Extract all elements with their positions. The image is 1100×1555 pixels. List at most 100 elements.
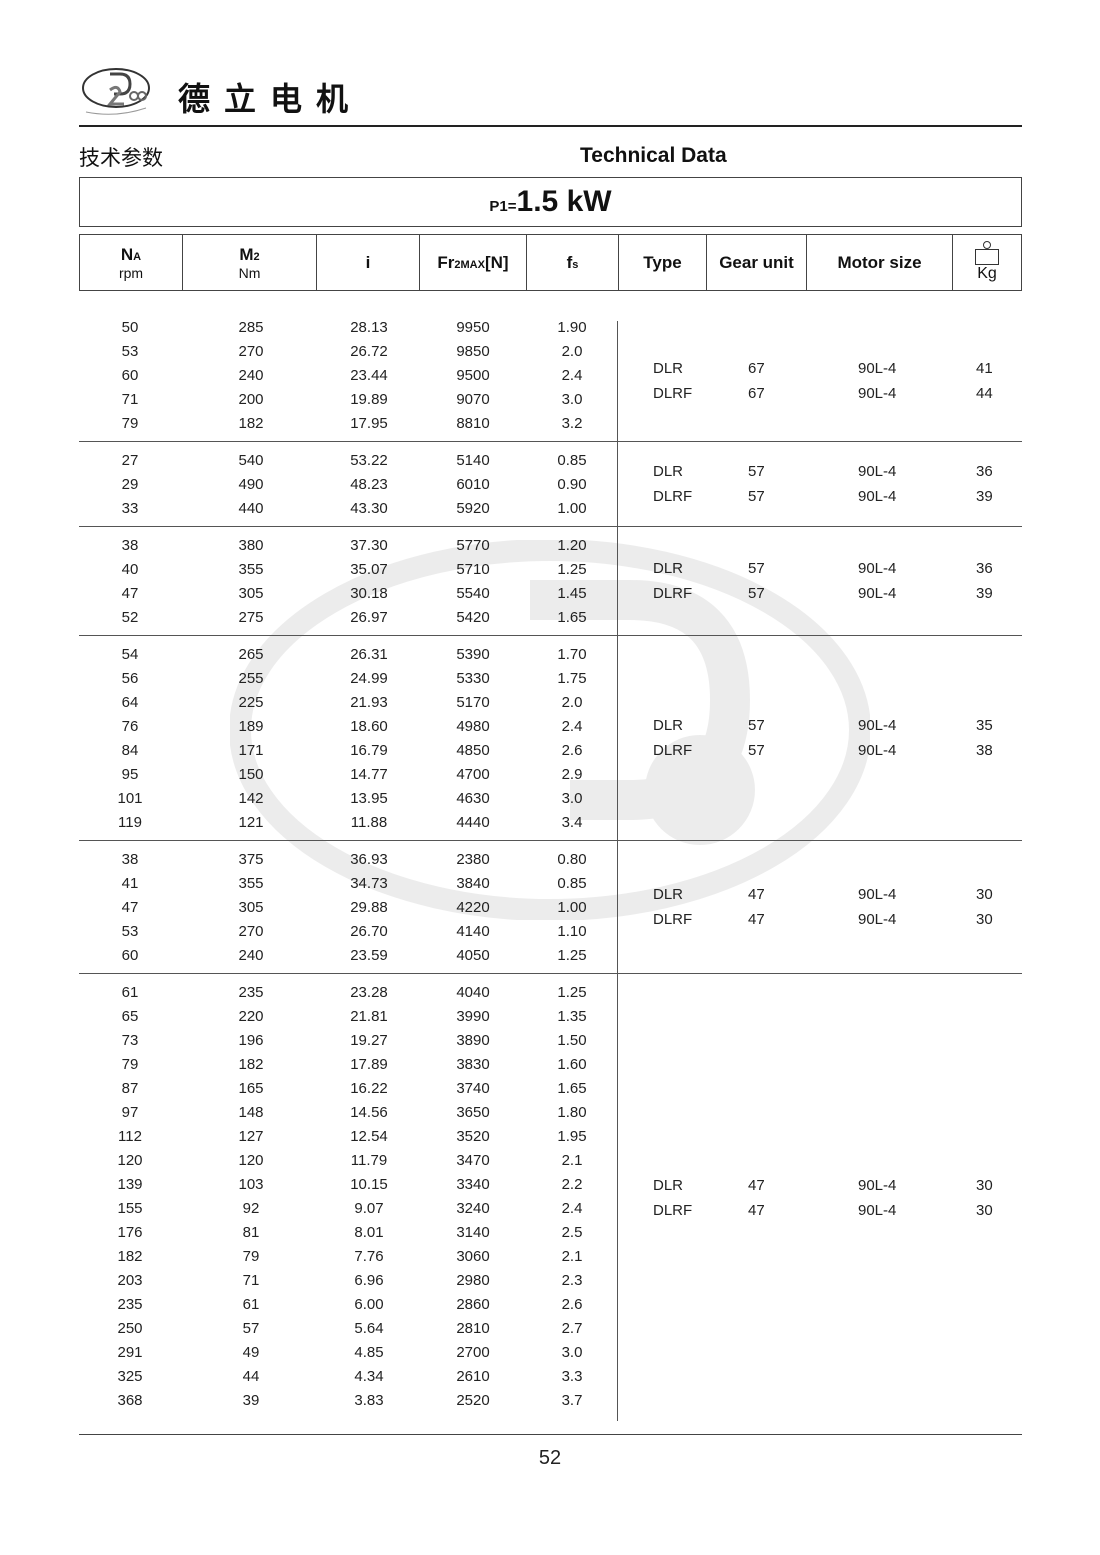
cell-torque: 200 [238, 391, 264, 408]
cell-ratio: 13.95 [350, 790, 388, 807]
table-row: 65 220 21.81 3990 1.35 [79, 1005, 1022, 1029]
cell-gear-unit: 57 [748, 560, 765, 577]
cell-ratio: 5.64 [354, 1320, 384, 1337]
table-row: 155 92 9.07 3240 2.4 [79, 1197, 1022, 1221]
cell-ratio: 37.30 [350, 537, 388, 554]
cell-type: DLR [653, 463, 684, 480]
cell-radial-load: 9070 [456, 391, 490, 408]
cell-service-factor: 2.6 [561, 742, 583, 759]
cell-ratio: 6.00 [354, 1296, 384, 1313]
cell-speed: 203 [117, 1272, 143, 1289]
table-row: 120 120 11.79 3470 2.1 [79, 1149, 1022, 1173]
cell-radial-load: 9950 [456, 319, 490, 336]
cell-radial-load: 3740 [456, 1080, 490, 1097]
cell-torque: 92 [242, 1200, 260, 1217]
table-row: 76 189 18.60 4980 2.4 [79, 715, 1022, 739]
cell-service-factor: 1.95 [557, 1128, 587, 1145]
col-motor-size: Motor size [807, 235, 953, 290]
table-row: 52 275 26.97 5420 1.65 [79, 606, 1022, 630]
model-row: DLRF 57 90L-4 39 [618, 581, 1023, 606]
cell-service-factor: 1.75 [557, 670, 587, 687]
cell-torque: 240 [238, 947, 264, 964]
cell-speed: 95 [121, 766, 139, 783]
col-weight: Kg [953, 235, 1021, 290]
cell-torque: 275 [238, 609, 264, 626]
cell-service-factor: 2.7 [561, 1320, 583, 1337]
cell-speed: 47 [121, 899, 139, 916]
model-row: DLR 57 90L-4 35 [618, 713, 1023, 738]
cell-radial-load: 3520 [456, 1128, 490, 1145]
cell-speed: 54 [121, 646, 139, 663]
table-row: 41 355 34.73 3840 0.85 [79, 872, 1022, 896]
cell-speed: 64 [121, 694, 139, 711]
table-row: 64 225 21.93 5170 2.0 [79, 691, 1022, 715]
cell-service-factor: 1.25 [557, 561, 587, 578]
cell-torque: 285 [238, 319, 264, 336]
cell-weight: 38 [976, 742, 993, 759]
cell-speed: 368 [117, 1392, 143, 1409]
cell-ratio: 26.70 [350, 923, 388, 940]
cell-service-factor: 3.2 [561, 415, 583, 432]
cell-speed: 50 [121, 319, 139, 336]
cell-ratio: 11.88 [350, 814, 388, 831]
footer-divider [79, 1434, 1022, 1435]
cell-motor-size: 90L-4 [858, 742, 897, 759]
cell-torque: 355 [238, 561, 264, 578]
table-body: 50 285 28.13 9950 1.90 53 270 26.72 9850 2.0 60 240… [79, 290, 1023, 1421]
cell-radial-load: 3240 [456, 1200, 490, 1217]
cell-radial-load: 5420 [456, 609, 490, 626]
cell-torque: 81 [242, 1224, 260, 1241]
cell-torque: 265 [238, 646, 264, 663]
cell-torque: 121 [238, 814, 264, 831]
model-row: DLR 57 90L-4 36 [618, 556, 1023, 581]
cell-speed: 120 [117, 1152, 143, 1169]
cell-speed: 101 [117, 790, 143, 807]
table-row: 112 127 12.54 3520 1.95 [79, 1125, 1022, 1149]
cell-speed: 235 [117, 1296, 143, 1313]
model-row: DLRF 47 90L-4 30 [618, 907, 1023, 932]
cell-service-factor: 1.20 [557, 537, 587, 554]
cell-radial-load: 3650 [456, 1104, 490, 1121]
cell-radial-load: 3470 [456, 1152, 490, 1169]
cell-type: DLR [653, 1176, 684, 1194]
cell-ratio: 19.27 [350, 1032, 388, 1049]
cell-weight: 35 [976, 717, 993, 734]
cell-service-factor: 3.0 [561, 1344, 583, 1361]
table-row: 61 235 23.28 4040 1.25 [79, 981, 1022, 1005]
cell-speed: 250 [117, 1320, 143, 1337]
power-label: P1= [489, 198, 517, 215]
model-row: DLR 47 90L-4 30 [618, 1173, 1023, 1198]
cell-type: DLR [653, 886, 684, 903]
table-row: 60 240 23.44 9500 2.4 [79, 364, 1022, 388]
cell-weight: 36 [976, 463, 993, 480]
cell-weight: 30 [976, 886, 993, 903]
en-title: Technical Data [580, 144, 727, 167]
table-row: 325 44 4.34 2610 3.3 [79, 1365, 1022, 1389]
cell-gear-unit: 67 [748, 360, 765, 377]
cell-ratio: 23.44 [350, 367, 388, 384]
cell-weight: 30 [976, 911, 993, 928]
cell-radial-load: 3340 [456, 1176, 490, 1193]
cell-service-factor: 2.2 [561, 1176, 583, 1193]
table-group: 54 265 26.31 5390 1.70 56 255 24.99 5330 1.75 64 22… [79, 636, 1022, 841]
col-type: Type [619, 235, 707, 290]
table-row: 84 171 16.79 4850 2.6 [79, 739, 1022, 763]
model-row: DLR 47 90L-4 30 [618, 882, 1023, 907]
cell-radial-load: 5330 [456, 670, 490, 687]
cell-gear-unit: 47 [748, 886, 765, 903]
cell-radial-load: 3990 [456, 1008, 490, 1025]
cell-speed: 61 [121, 984, 139, 1001]
cell-type: DLR [653, 360, 684, 377]
cell-torque: 225 [238, 694, 264, 711]
cell-radial-load: 2810 [456, 1320, 490, 1337]
table-row: 56 255 24.99 5330 1.75 [79, 667, 1022, 691]
cell-motor-size: 90L-4 [858, 488, 897, 505]
cell-torque: 148 [238, 1104, 264, 1121]
table-row: 47 305 29.88 4220 1.00 [79, 896, 1022, 920]
table-row: 38 380 37.30 5770 1.20 [79, 534, 1022, 558]
cell-radial-load: 5390 [456, 646, 490, 663]
cell-ratio: 19.89 [350, 391, 388, 408]
cell-service-factor: 1.10 [557, 923, 587, 940]
page-number: 52 [538, 1447, 562, 1469]
cell-torque: 39 [242, 1392, 260, 1409]
